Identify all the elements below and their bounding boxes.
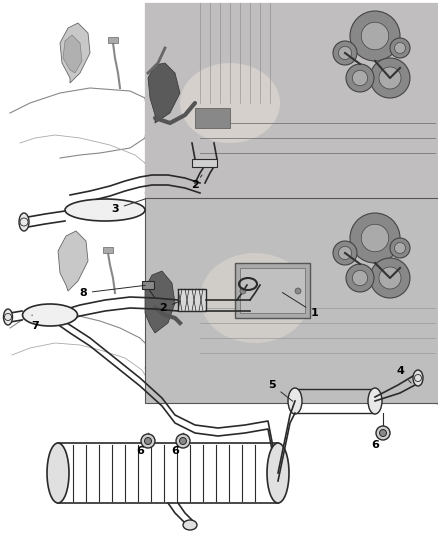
Circle shape: [395, 43, 406, 53]
Polygon shape: [60, 23, 90, 83]
Circle shape: [350, 11, 400, 61]
Text: 6: 6: [371, 440, 379, 450]
Circle shape: [141, 434, 155, 448]
Circle shape: [370, 258, 410, 298]
Circle shape: [295, 288, 301, 294]
Circle shape: [352, 270, 367, 286]
Circle shape: [361, 224, 389, 252]
Bar: [178, 289, 206, 311]
Circle shape: [390, 238, 410, 258]
Circle shape: [350, 213, 400, 263]
Text: 8: 8: [79, 285, 145, 298]
Ellipse shape: [183, 520, 197, 530]
Text: 2: 2: [159, 301, 180, 313]
Bar: [240, 268, 305, 313]
Text: 3: 3: [111, 199, 145, 214]
Circle shape: [390, 38, 410, 58]
Ellipse shape: [413, 370, 423, 386]
Ellipse shape: [4, 309, 13, 325]
Circle shape: [395, 243, 406, 254]
Ellipse shape: [19, 213, 29, 231]
Text: 6: 6: [171, 446, 179, 456]
Circle shape: [180, 438, 187, 445]
Circle shape: [333, 241, 357, 265]
Bar: [235, 263, 310, 318]
Circle shape: [346, 64, 374, 92]
Circle shape: [339, 246, 352, 260]
Circle shape: [361, 22, 389, 50]
Polygon shape: [63, 35, 82, 73]
Polygon shape: [58, 231, 88, 291]
Polygon shape: [148, 63, 180, 123]
Circle shape: [379, 267, 401, 289]
Circle shape: [176, 434, 190, 448]
Text: 2: 2: [191, 175, 202, 190]
Ellipse shape: [288, 388, 302, 414]
Ellipse shape: [22, 304, 78, 326]
Circle shape: [376, 426, 390, 440]
Bar: [145, 3, 438, 198]
Circle shape: [333, 41, 357, 65]
Bar: [108, 37, 118, 43]
Circle shape: [346, 264, 374, 292]
Ellipse shape: [47, 443, 69, 503]
Bar: [103, 247, 113, 253]
Text: 1: 1: [283, 293, 319, 318]
Circle shape: [379, 67, 401, 89]
Circle shape: [145, 438, 152, 445]
Text: 4: 4: [396, 366, 411, 383]
Text: 5: 5: [268, 380, 293, 401]
Text: 7: 7: [31, 315, 39, 331]
Bar: [195, 108, 230, 128]
Circle shape: [240, 288, 246, 294]
Circle shape: [352, 70, 367, 86]
Ellipse shape: [200, 253, 310, 343]
Circle shape: [339, 46, 352, 60]
Ellipse shape: [65, 199, 145, 221]
Ellipse shape: [267, 443, 289, 503]
Ellipse shape: [180, 63, 280, 143]
Polygon shape: [145, 271, 175, 333]
Text: 6: 6: [136, 446, 144, 456]
Ellipse shape: [368, 388, 382, 414]
Bar: [145, 198, 438, 403]
Circle shape: [379, 430, 386, 437]
Bar: [192, 159, 217, 167]
Bar: [145, 3, 438, 198]
Bar: [142, 281, 154, 289]
Circle shape: [370, 58, 410, 98]
